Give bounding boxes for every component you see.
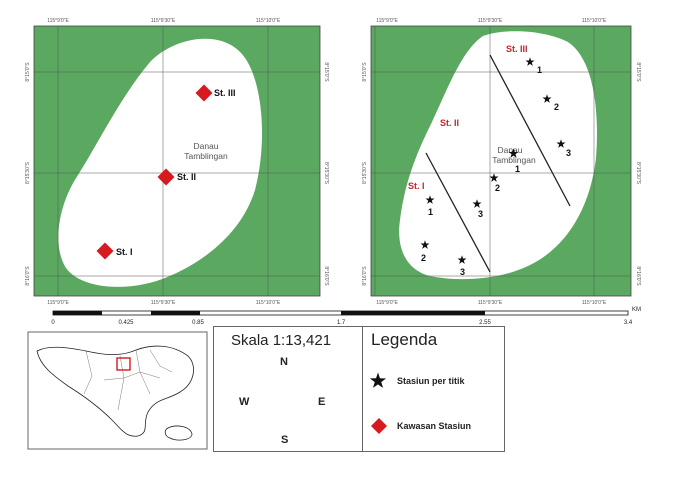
right-map-grid xyxy=(371,26,631,296)
right-coord-left-1: 8°15'0"S xyxy=(362,62,368,82)
diamond-icon xyxy=(96,242,114,260)
compass-north: N xyxy=(280,356,288,368)
scale-tick-1: 0.425 xyxy=(118,320,134,326)
right-coord-top-1: 115°9'0"E xyxy=(376,18,398,24)
sample-point-st1-3: 3 xyxy=(457,255,467,277)
compass-south: S xyxy=(281,434,289,446)
right-coord-left-2: 8°15'30"S xyxy=(362,161,368,184)
scale-bar: 0 0.425 0.85 1.7 2.55 3.4 KM xyxy=(51,307,641,326)
left-coord-right-3: 8°16'0"S xyxy=(323,266,329,286)
inset-study-area-box xyxy=(116,357,131,371)
compass-east: E xyxy=(318,396,326,408)
right-coord-bottom-2: 115°9'30"E xyxy=(478,300,503,306)
point-number: 2 xyxy=(421,253,426,263)
diamond-icon xyxy=(157,168,175,186)
left-coord-bottom-1: 115°9'0"E xyxy=(47,300,69,306)
left-coord-left-3: 8°16'0"S xyxy=(25,266,31,286)
star-icon xyxy=(369,372,387,388)
right-coord-bottom-1: 115°9'0"E xyxy=(376,300,398,306)
diamond-icon xyxy=(195,84,213,102)
point-number: 3 xyxy=(566,148,571,158)
right-coord-right-1: 8°15'0"S xyxy=(635,62,641,82)
point-number: 1 xyxy=(537,65,542,75)
scale-unit: KM xyxy=(632,307,641,313)
sample-point-st3-2: 2 xyxy=(542,94,559,112)
station-marker-st3: St. III xyxy=(195,84,236,102)
right-lake-name-1: Danau xyxy=(497,145,522,155)
zone-label-st2: St. II xyxy=(440,118,459,128)
right-coord-right-2: 8°15'30"S xyxy=(635,162,641,185)
inset-map xyxy=(27,331,208,450)
right-map: 115°9'0"E 115°9'30"E 115°10'0"E 115°9'0"… xyxy=(362,18,641,306)
point-number: 2 xyxy=(495,183,500,193)
point-number: 1 xyxy=(515,164,520,174)
diamond-icon xyxy=(371,418,387,434)
left-coord-top-1: 115°9'0"E xyxy=(47,18,69,24)
right-coord-top-3: 115°10'0"E xyxy=(582,18,607,24)
scale-compass-panel xyxy=(213,326,363,452)
scale-tick-2: 0.85 xyxy=(192,320,204,326)
inset-island-small xyxy=(164,425,193,441)
left-coord-bottom-3: 115°10'0"E xyxy=(256,300,281,306)
right-lake-name-2: Tamblingan xyxy=(492,155,536,165)
scale-tick-4: 2.55 xyxy=(479,320,491,326)
left-coord-left-2: 8°15'30"S xyxy=(25,161,31,184)
left-coord-right-1: 8°15'0"S xyxy=(323,62,329,82)
compass-west: W xyxy=(239,396,250,408)
station-marker-st2: St. II xyxy=(157,168,196,186)
zone-divider-lines xyxy=(425,54,571,273)
left-map-lake xyxy=(58,38,263,287)
point-number: 2 xyxy=(554,102,559,112)
legend-title: Legenda xyxy=(371,330,438,349)
right-map-lake xyxy=(399,31,597,280)
left-map: 115°9'0"E 115°9'30"E 115°10'0"E 115°9'0"… xyxy=(25,18,329,306)
sample-point-st1-2: 2 xyxy=(420,240,430,263)
sample-point-st3-1: 1 xyxy=(525,57,542,75)
left-lake-name-1: Danau xyxy=(193,141,218,151)
zone-label-st3: St. III xyxy=(506,44,528,54)
sample-point-st2-3: 3 xyxy=(472,199,483,219)
legend-item-stasiun-per-titik: Stasiun per titik xyxy=(397,376,465,386)
point-number: 3 xyxy=(478,209,483,219)
left-coord-bottom-2: 115°9'30"E xyxy=(151,300,176,306)
legend-item-kawasan-stasiun: Kawasan Stasiun xyxy=(397,421,472,431)
left-lake-name-2: Tamblingan xyxy=(184,151,228,161)
right-coord-bottom-3: 115°10'0"E xyxy=(582,300,607,306)
right-coord-left-3: 8°16'0"S xyxy=(362,266,368,286)
inset-regency-borders xyxy=(83,349,173,411)
right-coord-right-3: 8°16'0"S xyxy=(635,266,641,286)
station-label-st3: St. III xyxy=(214,88,236,98)
sample-point-st3-3: 3 xyxy=(556,139,571,158)
station-marker-st1: St. I xyxy=(96,242,133,260)
scale-ratio: Skala 1:13,421 xyxy=(231,332,332,349)
left-coord-top-3: 115°10'0"E xyxy=(256,18,281,24)
right-coord-top-2: 115°9'30"E xyxy=(478,18,503,24)
station-label-st2: St. II xyxy=(177,172,196,182)
scale-tick-0: 0 xyxy=(51,320,55,326)
left-coord-top-2: 115°9'30"E xyxy=(151,18,176,24)
scale-tick-5: 3.4 xyxy=(624,320,633,326)
sample-point-st2-1: 1 xyxy=(508,148,520,174)
sample-point-st2-2: 2 xyxy=(489,173,500,193)
sample-point-st1-1: 1 xyxy=(425,195,435,217)
zone-label-st1: St. I xyxy=(408,181,425,191)
point-number: 3 xyxy=(460,267,465,277)
scale-tick-3: 1.7 xyxy=(337,320,346,326)
left-coord-left-1: 8°15'0"S xyxy=(25,62,31,82)
legend-panel xyxy=(363,326,505,452)
station-label-st1: St. I xyxy=(116,247,133,257)
left-map-grid xyxy=(34,26,320,296)
point-number: 1 xyxy=(428,207,433,217)
left-coord-right-2: 8°15'30"S xyxy=(323,162,329,185)
inset-island-outline xyxy=(36,345,194,437)
